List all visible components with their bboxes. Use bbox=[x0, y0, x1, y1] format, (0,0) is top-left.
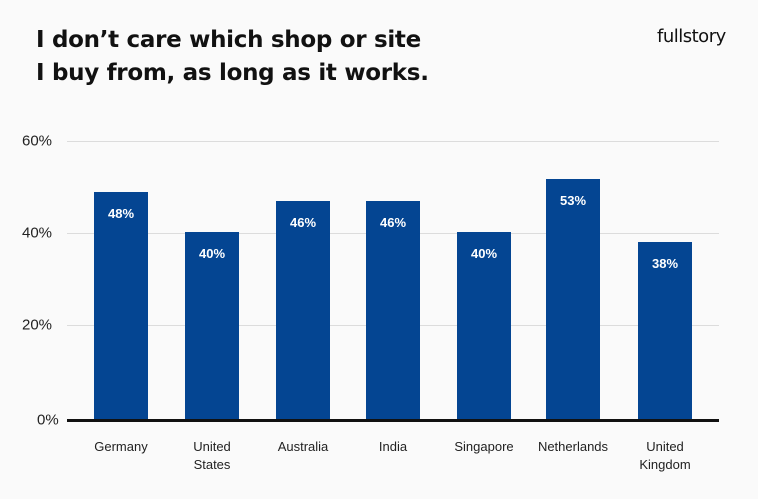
x-axis-baseline bbox=[67, 419, 719, 422]
y-tick-label: 40% bbox=[22, 224, 53, 242]
x-tick-label: Germany bbox=[94, 439, 148, 454]
bar-value-label: 46% bbox=[379, 215, 407, 230]
y-tick-label: 60% bbox=[22, 132, 53, 150]
bar-united-states: 40% bbox=[185, 232, 239, 420]
bar-united-kingdom: 38% bbox=[638, 242, 692, 420]
chart-title-line-1: I don’t care which shop or site bbox=[36, 27, 421, 53]
y-tick-label: 0% bbox=[37, 411, 59, 429]
x-tick-label: India bbox=[378, 439, 408, 454]
bar-value-label: 40% bbox=[198, 246, 226, 261]
chart-title: I don’t care which shop or site I buy fr… bbox=[36, 24, 429, 90]
gridline-60 bbox=[67, 141, 719, 142]
bar-germany: 48% bbox=[94, 192, 148, 420]
y-tick-label: 20% bbox=[22, 316, 53, 334]
bar-india: 46% bbox=[366, 201, 420, 420]
fullstory-logo: fullstory bbox=[657, 26, 726, 47]
bar-australia: 46% bbox=[276, 201, 330, 420]
bar-value-label: 38% bbox=[651, 256, 679, 271]
bar-value-label: 53% bbox=[559, 193, 587, 208]
x-tick-label: Singapore bbox=[454, 439, 514, 454]
chart-title-line-2: I buy from, as long as it works. bbox=[36, 60, 429, 86]
x-tick-label: Netherlands bbox=[537, 439, 609, 454]
bar-singapore: 40% bbox=[457, 232, 511, 420]
x-tick-label: Australia bbox=[277, 439, 329, 454]
bar-value-label: 40% bbox=[470, 246, 498, 261]
bar-value-label: 48% bbox=[107, 206, 135, 221]
x-tick-label: United States bbox=[193, 439, 231, 472]
x-tick-label: United Kingdom bbox=[639, 439, 691, 472]
bar-value-label: 46% bbox=[289, 215, 317, 230]
bar-netherlands: 53% bbox=[546, 179, 600, 420]
